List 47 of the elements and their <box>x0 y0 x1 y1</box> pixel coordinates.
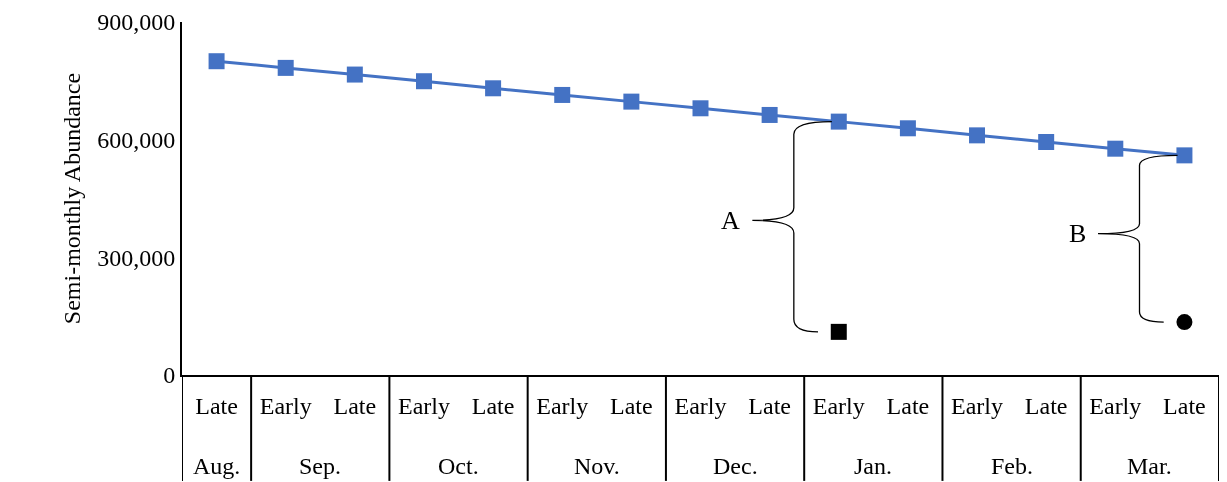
point <box>830 113 847 130</box>
point <box>1107 140 1124 157</box>
x-tick-label: Late <box>471 392 515 419</box>
y-tick-label: 900,000 <box>97 9 176 36</box>
point <box>277 59 294 76</box>
point <box>899 120 916 137</box>
x-tick-label: Early <box>536 392 589 419</box>
text: Jan. <box>854 453 892 479</box>
y-tick-label: 300,000 <box>97 244 176 271</box>
x-tick-label: Early <box>397 392 450 419</box>
y-tick-label: 0 <box>163 362 176 389</box>
x-tick-label: Late <box>195 392 238 419</box>
x-tick-label: Late <box>1163 392 1206 419</box>
x-tick-label: Early <box>1089 392 1142 419</box>
x-tick-label: Early <box>674 392 727 419</box>
point <box>415 73 432 90</box>
point <box>969 127 986 144</box>
text: Aug. <box>193 453 241 479</box>
point <box>830 323 847 340</box>
y-axis-title: Semi-monthly Abundance <box>58 72 85 325</box>
annotation: A <box>721 206 740 235</box>
y-tick-label: 600,000 <box>97 127 176 154</box>
point <box>208 53 225 70</box>
x-tick-label: Late <box>748 392 791 419</box>
x-tick-label: Late <box>886 392 930 419</box>
point <box>1176 314 1193 331</box>
text: Oct. <box>438 453 479 479</box>
text: Nov. <box>574 453 620 479</box>
point <box>623 93 640 110</box>
point <box>1176 147 1193 164</box>
x-tick-label: Late <box>610 392 653 419</box>
point <box>1038 134 1055 151</box>
point <box>761 106 778 123</box>
point <box>485 80 502 97</box>
point <box>554 86 571 103</box>
annotation: B <box>1069 219 1087 248</box>
point <box>346 66 363 83</box>
text: Feb. <box>991 453 1033 479</box>
text: Dec. <box>713 453 758 479</box>
text: Mar. <box>1127 453 1172 479</box>
x-tick-label: Early <box>812 392 865 419</box>
point <box>692 100 709 117</box>
x-tick-label: Early <box>259 392 312 419</box>
x-tick-label: Early <box>951 392 1004 419</box>
x-tick-label: Late <box>333 392 377 419</box>
x-tick-label: Late <box>1024 392 1068 419</box>
text: Sep. <box>299 453 341 479</box>
